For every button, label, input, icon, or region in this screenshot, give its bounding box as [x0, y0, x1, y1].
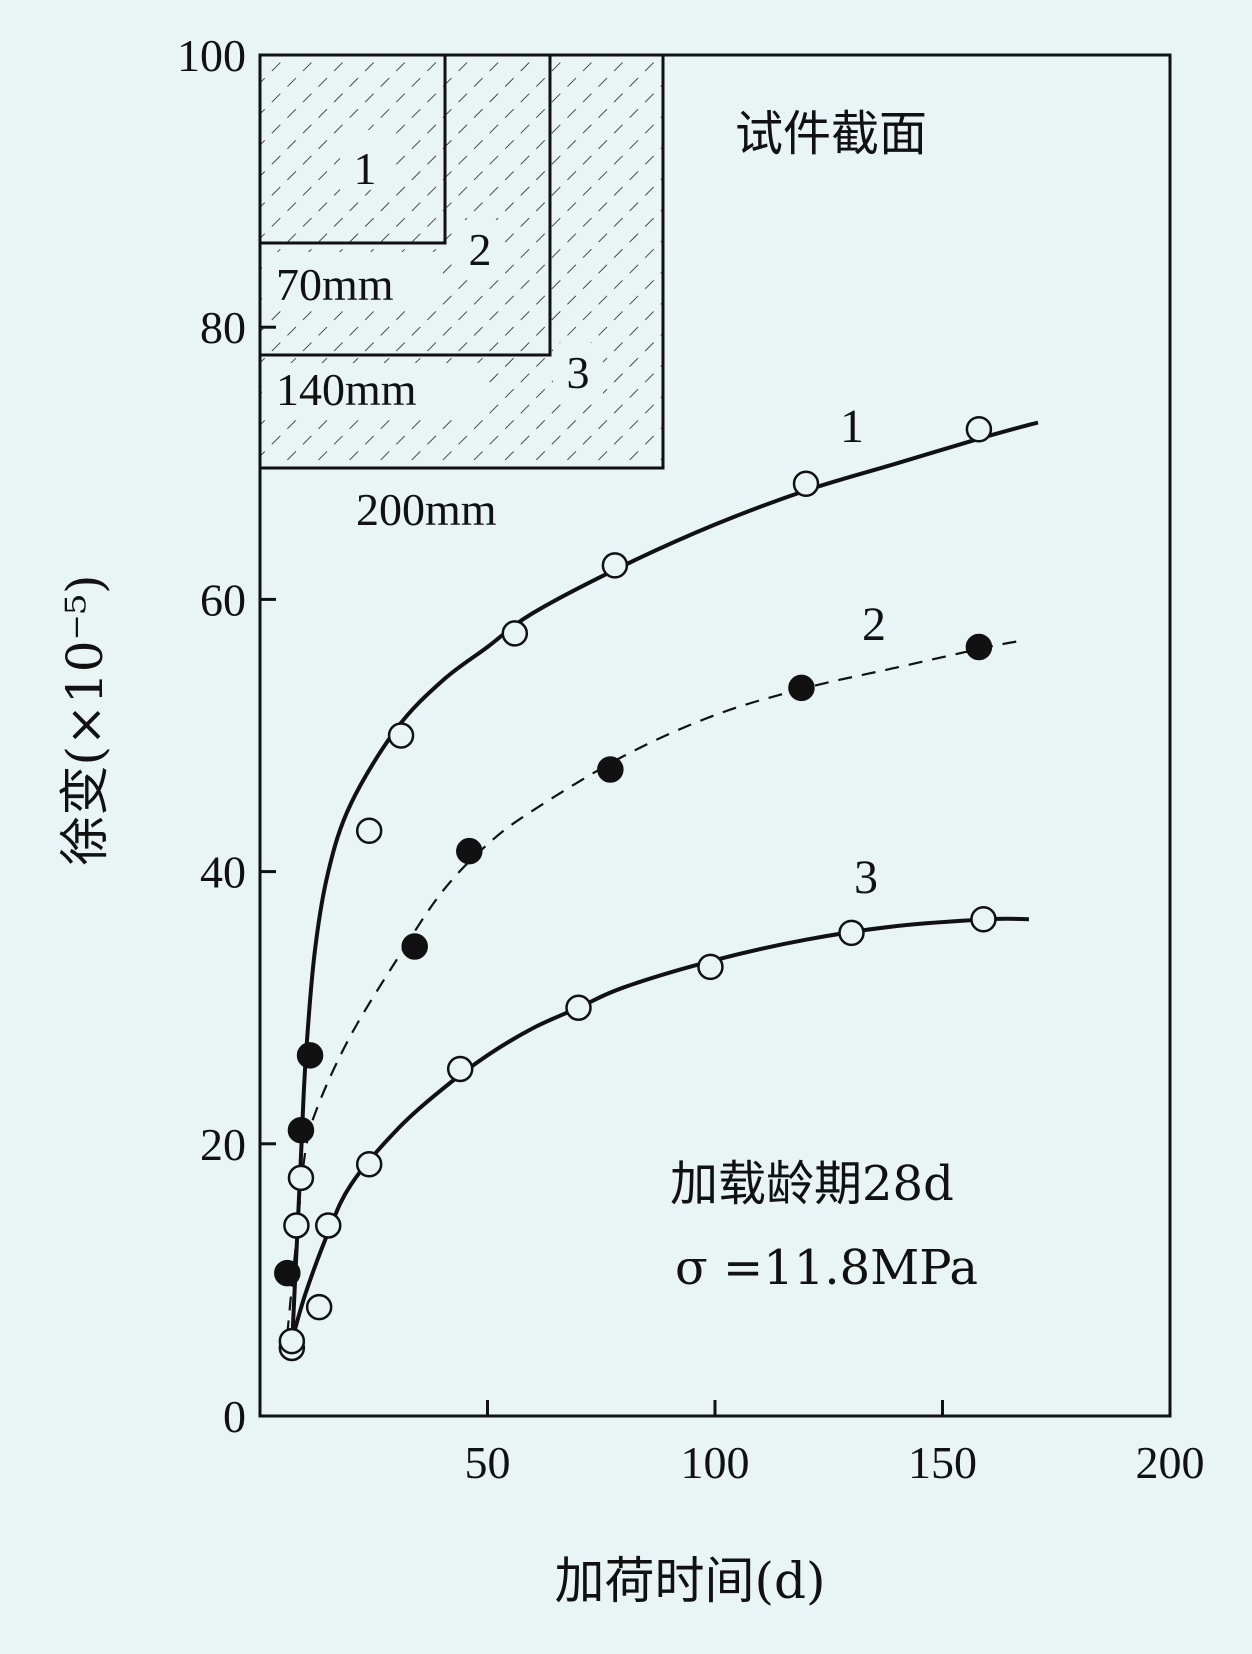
series-points — [274, 416, 997, 1362]
section-2-dimension: 140mm — [276, 364, 417, 415]
dim-2-bg — [262, 363, 487, 419]
stress-annotation: σ =11.8MPa — [675, 1240, 978, 1296]
axis-ticks — [260, 53, 1172, 1418]
series-3-curve — [289, 916, 1029, 1342]
series-3-point-2 — [355, 1150, 383, 1178]
series-1-curve — [289, 420, 1039, 1349]
y-tick-label-100: 100 — [177, 30, 246, 81]
series-3-point-0 — [278, 1327, 306, 1355]
series-1-point-3 — [315, 1212, 342, 1239]
section-1-label: 1 — [354, 143, 377, 194]
series-3-point-3 — [446, 1055, 474, 1083]
x-axis-title: 加荷时间(d) — [554, 1552, 825, 1610]
series-1-point-9 — [965, 416, 993, 443]
series-1-point-7 — [601, 552, 629, 579]
series-2-point-3 — [401, 933, 428, 960]
x-tick-label-50: 50 — [465, 1437, 511, 1488]
dim-1-bg — [262, 252, 442, 308]
section-2-label: 2 — [469, 224, 492, 275]
x-tick-label-200: 200 — [1136, 1437, 1205, 1488]
series-3-point-4 — [565, 994, 592, 1021]
series-2-point-0 — [274, 1259, 301, 1287]
y-tick-label-40: 40 — [200, 847, 246, 898]
series-1-point-6 — [501, 620, 529, 647]
series-2-point-7 — [965, 633, 993, 661]
section-1-label-bg — [340, 130, 390, 190]
x-tick-label-100: 100 — [681, 1437, 750, 1488]
section-1-dimension: 70mm — [276, 259, 394, 310]
loading-age-annotation: 加载龄期28d — [670, 1156, 954, 1212]
inset-cross-sections: 1 2 3 70mm 140mm 200mm 试件截面 — [258, 53, 927, 535]
section-3-dimension: 200mm — [356, 484, 497, 535]
series-1-point-4 — [355, 817, 383, 845]
section-2-label-bg — [455, 220, 505, 280]
section-3-label-bg — [553, 343, 603, 403]
series-label-3: 3 — [854, 851, 878, 904]
y-tick-label-20: 20 — [200, 1119, 246, 1170]
axis-tick-labels: 50 100 150 200 0 20 40 60 80 100 — [177, 30, 1205, 1488]
inset-title: 试件截面 — [735, 106, 927, 162]
series-2-point-4 — [456, 837, 483, 865]
y-tick-label-80: 80 — [200, 302, 246, 353]
series-3-point-1 — [305, 1293, 333, 1321]
series-3-point-5 — [697, 953, 724, 981]
y-tick-label-60: 60 — [200, 574, 246, 625]
y-axis-title: 徐变(×10⁻⁵) — [56, 575, 114, 866]
series-1-point-1 — [283, 1212, 310, 1239]
series-label-1: 1 — [840, 400, 864, 453]
series-1-point-5 — [387, 722, 415, 749]
series-2-point-5 — [597, 756, 624, 783]
series-2-point-6 — [788, 674, 815, 702]
y-tick-label-0: 0 — [223, 1391, 246, 1442]
series-label-2: 2 — [862, 598, 886, 651]
series-2-point-1 — [287, 1116, 315, 1144]
series-3-point-6 — [838, 919, 865, 947]
x-tick-label-150: 150 — [908, 1437, 977, 1488]
series-2-point-2 — [296, 1042, 324, 1069]
section-3-label: 3 — [567, 347, 590, 398]
series-3-point-7 — [970, 905, 997, 933]
series-1-point-2 — [287, 1164, 315, 1192]
series-1-point-8 — [792, 470, 820, 497]
